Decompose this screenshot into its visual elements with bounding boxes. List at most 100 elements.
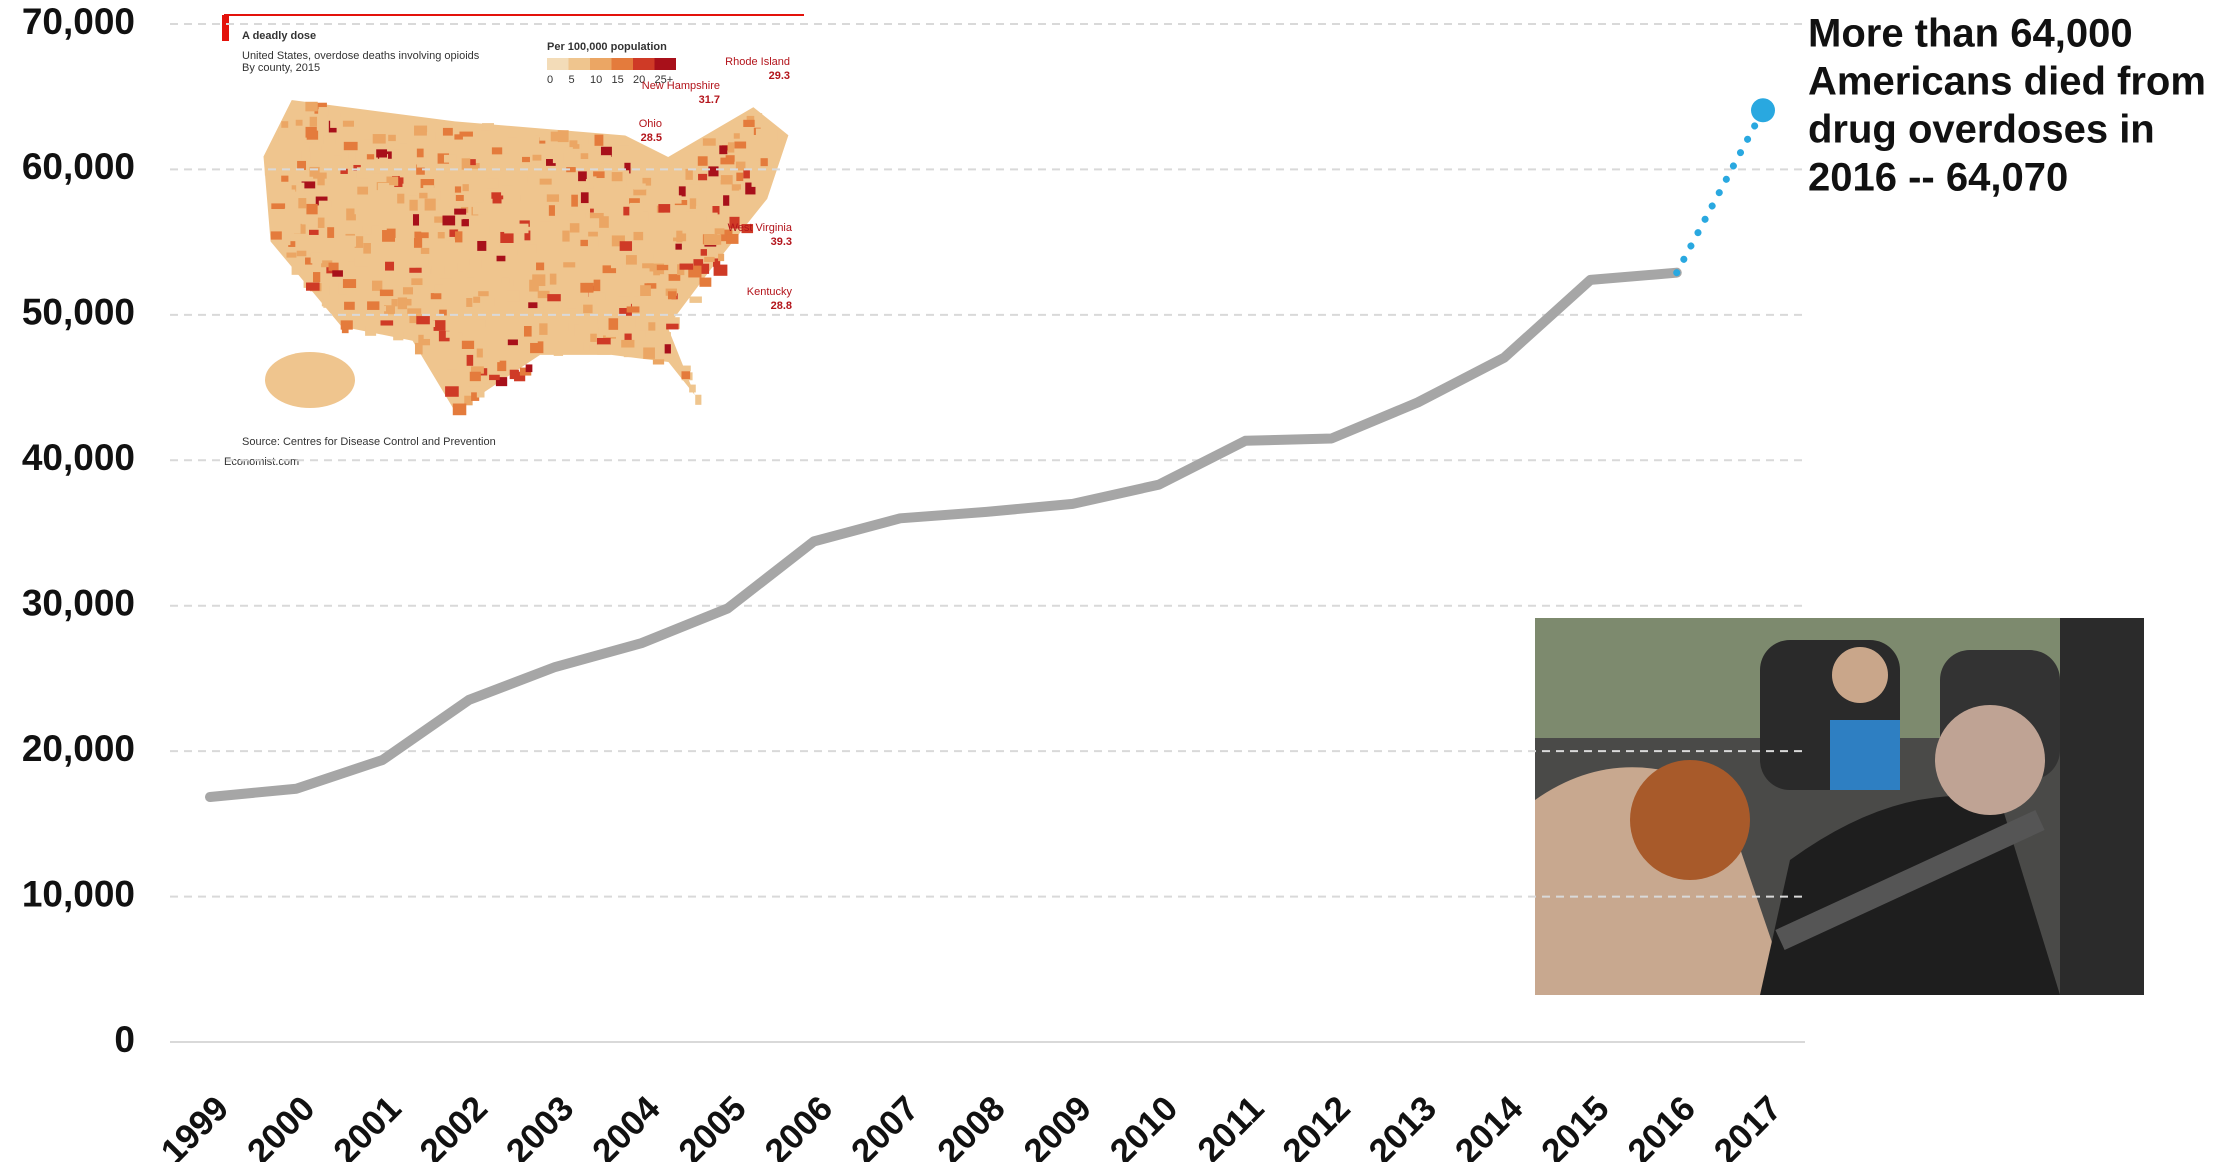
map-county <box>740 191 753 201</box>
map-county <box>522 156 530 163</box>
map-county <box>420 247 430 254</box>
map-county <box>563 262 576 268</box>
map-county <box>611 312 619 323</box>
map-county <box>343 141 358 151</box>
map-county <box>619 241 633 251</box>
map-county <box>663 332 671 339</box>
map-county <box>695 394 702 405</box>
map-county <box>501 185 514 196</box>
map-county <box>726 234 739 244</box>
map-county <box>309 229 319 235</box>
callout-name: Kentucky <box>747 286 793 298</box>
map-county <box>751 179 762 187</box>
map-county <box>596 337 611 346</box>
map-county <box>437 232 445 239</box>
map-county <box>510 197 520 204</box>
map-county <box>672 195 682 204</box>
callout-name: New Hampshire <box>642 80 720 92</box>
map-county <box>563 147 573 154</box>
map-county <box>701 190 713 201</box>
map-county <box>397 193 405 204</box>
map-county <box>548 205 555 216</box>
map-county <box>309 116 318 127</box>
map-county <box>399 134 408 144</box>
map-county <box>489 374 500 381</box>
map-county <box>671 185 678 191</box>
map-county <box>462 328 474 337</box>
map-county <box>389 271 402 282</box>
map-county <box>495 377 508 387</box>
map-county <box>463 265 476 274</box>
map-county <box>376 149 388 158</box>
map-county <box>526 244 537 254</box>
map-county <box>480 152 493 164</box>
map-county <box>623 206 630 216</box>
map-county <box>356 167 369 179</box>
map-county <box>524 222 533 232</box>
inset-subtitle: By county, 2015 <box>242 62 320 74</box>
map-county <box>723 195 730 206</box>
map-county <box>318 285 330 296</box>
map-county <box>700 263 710 274</box>
map-county <box>348 151 356 164</box>
map-county <box>346 208 356 221</box>
legend-swatch <box>611 58 633 70</box>
map-county <box>342 235 357 247</box>
x-tick-label: 2015 <box>1534 1089 1617 1162</box>
callout-value: 28.8 <box>771 300 792 312</box>
map-county <box>624 162 631 174</box>
map-county <box>537 290 550 299</box>
map-county <box>371 173 386 185</box>
map-county <box>566 308 577 317</box>
map-county <box>409 267 422 273</box>
map-county <box>433 320 446 331</box>
map-county <box>476 390 485 398</box>
map-county <box>546 159 556 166</box>
map-county <box>338 283 348 295</box>
map-county <box>489 329 501 340</box>
map-image <box>262 98 790 416</box>
map-county <box>580 239 590 247</box>
map-county <box>520 198 532 208</box>
map-county <box>612 164 622 171</box>
map-county <box>714 228 725 235</box>
map-county <box>475 319 486 328</box>
map-county <box>446 363 458 370</box>
map-county <box>305 126 317 138</box>
map-county <box>733 133 740 140</box>
map-county <box>290 223 301 234</box>
map-county <box>513 175 528 184</box>
map-county <box>310 252 323 264</box>
map-county <box>466 159 476 166</box>
map-county <box>415 232 429 239</box>
map-county <box>571 194 578 207</box>
y-tick-label: 50,000 <box>22 292 135 333</box>
map-county <box>735 161 746 171</box>
map-county <box>552 152 564 164</box>
map-county <box>416 156 427 168</box>
map-county <box>482 375 496 384</box>
map-county <box>713 264 728 276</box>
map-county <box>539 323 548 335</box>
map-county <box>428 257 441 266</box>
annotation: 2016 -- 64,070 <box>1808 156 2068 200</box>
map-county <box>332 270 343 277</box>
map-county <box>388 134 396 142</box>
map-county <box>416 316 430 325</box>
map-county <box>527 334 538 343</box>
y-tick-label: 0 <box>114 1019 135 1060</box>
legend-label: 5 <box>569 74 575 86</box>
map-county <box>589 176 597 187</box>
map-county <box>327 227 335 238</box>
map-county <box>343 263 354 273</box>
annotation: drug overdoses in <box>1808 108 2155 152</box>
legend-label: 0 <box>547 74 553 86</box>
map-county <box>736 172 744 182</box>
map-shape <box>265 352 355 408</box>
map-county <box>773 138 782 151</box>
map-county <box>727 142 735 153</box>
map-county <box>301 181 316 189</box>
map-county <box>459 199 469 207</box>
map-county <box>466 277 475 285</box>
x-tick-label: 2014 <box>1448 1088 1531 1162</box>
